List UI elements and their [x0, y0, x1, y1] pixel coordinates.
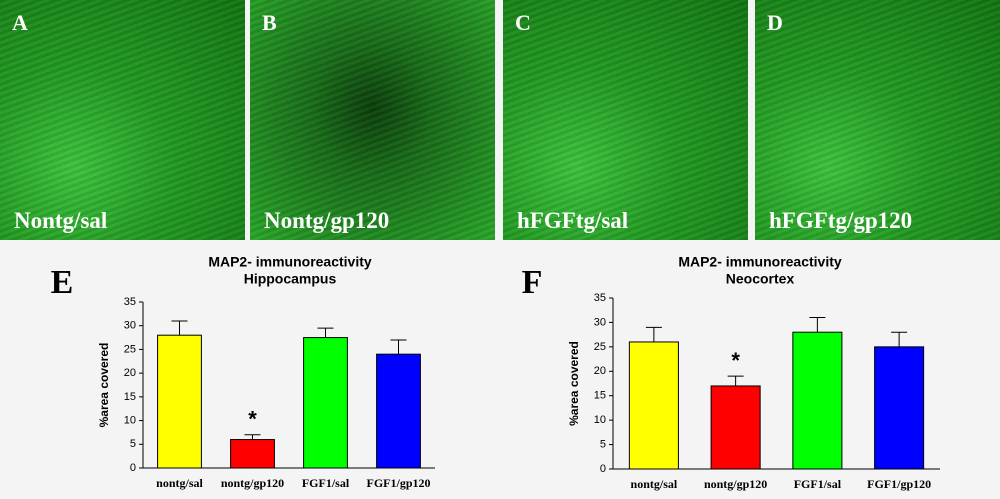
y-tick-label: 25 [594, 341, 606, 353]
y-tick-label: 10 [124, 414, 136, 426]
x-tick-label: nontg/sal [156, 476, 203, 490]
bar [792, 331, 843, 470]
chart-subtitle: Neocortex [726, 271, 795, 287]
panel-letter: B [262, 10, 277, 35]
bar [303, 337, 348, 469]
bar [628, 341, 679, 470]
bar [874, 346, 925, 470]
panel-letter: D [767, 10, 783, 35]
y-tick-label: 30 [594, 316, 606, 328]
error-bar [390, 339, 407, 355]
panel-label: Nontg/sal [14, 208, 108, 233]
bar [157, 334, 202, 469]
bar [710, 385, 761, 470]
y-axis-label: %area covered [97, 343, 111, 428]
error-bar [727, 375, 744, 386]
x-tick-label: FGF1/gp120 [867, 477, 931, 491]
micrograph: B Nontg/gp120 [250, 0, 495, 240]
y-tick-label: 15 [594, 390, 606, 402]
panel-letter: C [515, 10, 531, 35]
panel-letter: A [12, 10, 28, 35]
bar [230, 439, 275, 469]
error-bar [645, 326, 662, 342]
x-tick-label: FGF1/sal [794, 477, 842, 491]
error-bar [244, 434, 261, 440]
chart-title: MAP2- immunoreactivity [678, 254, 842, 270]
chart-title: MAP2- immunoreactivity [208, 254, 372, 270]
y-tick-label: 35 [124, 296, 136, 308]
error-bar [317, 327, 334, 338]
y-tick-label: 20 [124, 367, 136, 379]
y-tick-label: 0 [600, 463, 606, 475]
y-tick-label: 5 [600, 438, 606, 450]
y-tick-label: 35 [594, 292, 606, 304]
y-tick-label: 5 [130, 438, 136, 450]
significance-mark: * [248, 407, 257, 432]
y-tick-label: 30 [124, 320, 136, 332]
y-tick-label: 20 [594, 365, 606, 377]
y-tick-label: 0 [130, 462, 136, 474]
panel-letter: F [522, 264, 543, 301]
y-axis-label: %area covered [567, 341, 581, 426]
panel-label: hFGFtg/gp120 [769, 208, 913, 233]
panel-label: Nontg/gp120 [264, 208, 390, 233]
error-bar [891, 331, 908, 347]
x-tick-label: nontg/sal [631, 477, 678, 491]
chart-subtitle: Hippocampus [244, 271, 337, 287]
x-tick-label: FGF1/sal [302, 476, 350, 490]
bar [376, 353, 421, 469]
micrograph: A Nontg/sal [0, 0, 245, 240]
y-tick-label: 15 [124, 391, 136, 403]
error-bar [171, 320, 188, 336]
panel-letter: E [51, 264, 74, 301]
x-tick-label: FGF1/gp120 [366, 476, 430, 490]
significance-mark: * [731, 348, 740, 373]
x-tick-label: nontg/gp120 [704, 477, 767, 491]
error-bar [809, 317, 826, 333]
x-tick-label: nontg/gp120 [221, 476, 284, 490]
panel-label: hFGFtg/sal [517, 208, 629, 233]
y-tick-label: 25 [124, 343, 136, 355]
y-tick-label: 10 [594, 414, 606, 426]
